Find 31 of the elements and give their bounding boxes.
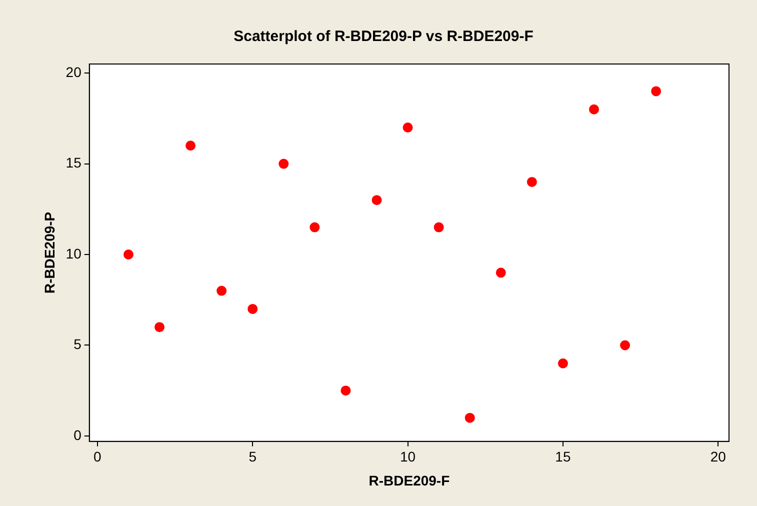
point bbox=[589, 104, 599, 114]
y-tick-label: 5 bbox=[74, 336, 82, 352]
point bbox=[278, 158, 289, 169]
point bbox=[558, 358, 568, 368]
point bbox=[372, 195, 382, 206]
point bbox=[186, 140, 196, 151]
chart-title: Scatterplot of R-BDE209-P vs R-BDE209-F bbox=[234, 28, 534, 46]
point bbox=[123, 250, 134, 260]
point bbox=[248, 304, 258, 314]
point bbox=[651, 86, 662, 96]
x-tick-label: 20 bbox=[710, 448, 726, 465]
point bbox=[340, 386, 351, 396]
point bbox=[310, 222, 320, 232]
y-tick-label: 20 bbox=[66, 64, 82, 80]
y-axis-title: R-BDE209-P bbox=[41, 212, 58, 294]
point bbox=[496, 268, 506, 278]
point bbox=[216, 286, 227, 296]
point bbox=[464, 412, 475, 423]
y-tick-label: 10 bbox=[66, 245, 82, 262]
y-tick-label: 15 bbox=[66, 154, 82, 171]
point bbox=[620, 340, 630, 350]
x-tick-label: 15 bbox=[555, 448, 571, 465]
point bbox=[526, 176, 537, 187]
point bbox=[154, 322, 165, 332]
x-tick-label: 10 bbox=[400, 448, 416, 465]
x-axis-title: R-BDE209-F bbox=[368, 472, 450, 488]
point bbox=[402, 122, 413, 133]
y-tick-label: 0 bbox=[74, 426, 82, 443]
point bbox=[434, 222, 444, 232]
x-tick-label: 5 bbox=[248, 448, 257, 465]
x-tick-label: 0 bbox=[94, 448, 102, 465]
